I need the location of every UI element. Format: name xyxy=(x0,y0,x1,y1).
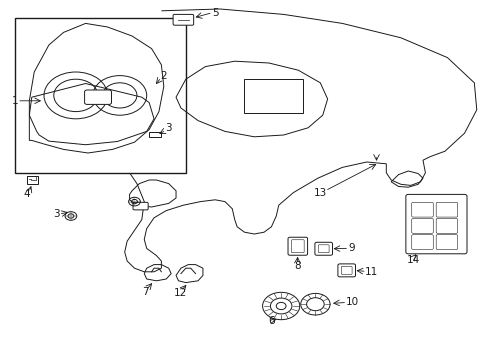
FancyBboxPatch shape xyxy=(244,79,303,113)
FancyBboxPatch shape xyxy=(411,202,432,217)
FancyBboxPatch shape xyxy=(405,194,466,254)
FancyBboxPatch shape xyxy=(341,266,351,274)
FancyBboxPatch shape xyxy=(435,219,457,233)
FancyBboxPatch shape xyxy=(287,237,307,255)
FancyBboxPatch shape xyxy=(314,242,332,255)
FancyBboxPatch shape xyxy=(337,264,355,277)
FancyBboxPatch shape xyxy=(15,18,185,173)
Text: 3: 3 xyxy=(53,209,60,219)
Text: 3: 3 xyxy=(165,123,172,133)
Text: 1: 1 xyxy=(11,96,18,106)
FancyBboxPatch shape xyxy=(411,219,432,233)
FancyBboxPatch shape xyxy=(411,235,432,249)
Text: 13: 13 xyxy=(313,188,326,198)
Text: 10: 10 xyxy=(345,297,358,307)
FancyBboxPatch shape xyxy=(291,240,304,253)
Text: 6: 6 xyxy=(267,316,274,326)
FancyBboxPatch shape xyxy=(27,176,38,184)
Text: 14: 14 xyxy=(406,255,419,265)
Text: 5: 5 xyxy=(211,8,218,18)
Text: 2: 2 xyxy=(160,71,167,81)
FancyBboxPatch shape xyxy=(435,235,457,249)
FancyBboxPatch shape xyxy=(173,14,193,25)
FancyBboxPatch shape xyxy=(435,202,457,217)
FancyBboxPatch shape xyxy=(133,202,148,210)
Text: 11: 11 xyxy=(364,267,378,277)
Text: 7: 7 xyxy=(142,287,149,297)
Text: 9: 9 xyxy=(348,243,355,253)
Text: 12: 12 xyxy=(174,288,187,298)
FancyBboxPatch shape xyxy=(149,132,161,137)
FancyBboxPatch shape xyxy=(84,90,111,104)
FancyBboxPatch shape xyxy=(318,245,328,253)
Text: 4: 4 xyxy=(23,189,30,199)
Text: 8: 8 xyxy=(293,261,300,271)
